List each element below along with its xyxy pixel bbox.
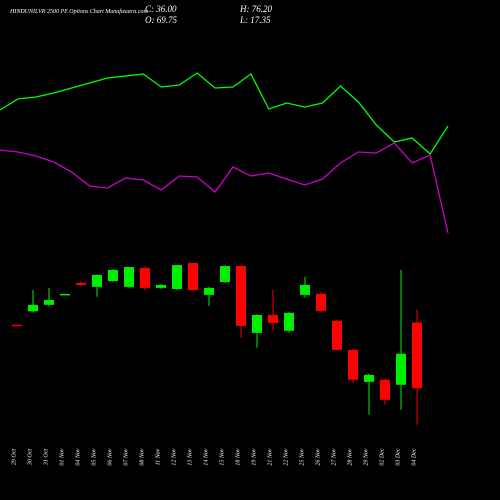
x-tick-label: 13 Nov (187, 448, 193, 466)
x-tick-label: 22 Nov (283, 448, 289, 466)
candle-body (188, 263, 198, 291)
x-tick-label: 14 Nov (202, 448, 209, 466)
stat-open: O: 69.75 (145, 15, 177, 25)
candle-body (124, 267, 134, 287)
x-tick-label: 31 Oct (43, 449, 49, 466)
x-tick-label: 05 Nov (91, 448, 97, 466)
x-tick-label: 29 Nov (363, 448, 369, 466)
candle-body (140, 267, 150, 288)
x-tick-label: 30 Oct (27, 449, 33, 466)
candle-body (60, 293, 70, 296)
candle-body (252, 314, 262, 333)
x-tick-label: 02 Dec (379, 448, 385, 465)
x-tick-label: 25 Nov (299, 448, 305, 466)
x-tick-label: 08 Nov (139, 448, 145, 466)
candle-body (396, 353, 406, 385)
candle-body (172, 265, 182, 290)
candle-body (236, 266, 246, 326)
candle-body (348, 349, 358, 380)
x-tick-label: 21 Nov (267, 448, 273, 466)
x-tick-label: 27 Nov (331, 448, 337, 466)
candle-body (92, 275, 102, 287)
candle-body (204, 287, 214, 295)
x-tick-label: 12 Nov (171, 448, 177, 466)
x-tick-label: 28 Nov (347, 448, 353, 466)
candle-body (284, 312, 294, 331)
x-tick-label: 19 Nov (251, 448, 257, 466)
indicator-line (0, 72, 449, 155)
candle-body (156, 284, 166, 288)
x-tick-label: 15 Nov (219, 448, 225, 466)
candle-body (12, 324, 22, 327)
x-tick-label: 11 Nov (155, 448, 161, 465)
candle-body (76, 283, 86, 285)
x-tick-label: 07 Nov (123, 448, 129, 466)
stat-low: L: 17.35 (239, 15, 271, 25)
x-tick-label: 04 Dec (410, 448, 417, 465)
x-tick-label: 26 Nov (315, 448, 321, 466)
stat-close: C: 36.00 (145, 4, 177, 14)
candle-body (44, 299, 54, 305)
indicator-line (0, 142, 449, 234)
x-tick-label: 03 Dec (395, 448, 401, 465)
candle-body (380, 379, 390, 400)
candle-body (220, 266, 230, 283)
x-tick-label: 29 Oct (11, 449, 17, 465)
candle-body (412, 322, 422, 389)
candle-body (332, 320, 342, 350)
candle-body (28, 304, 38, 312)
candle-body (300, 284, 310, 295)
stat-high: H: 76.20 (239, 4, 272, 14)
chart-title: HINDUNILVR 2500 PE Options Chart Munafas… (9, 8, 148, 15)
candle-body (316, 293, 326, 311)
x-tick-label: 04 Nov (74, 448, 81, 466)
x-tick-label: 01 Nov (59, 448, 65, 466)
x-tick-label: 06 Nov (107, 448, 113, 466)
x-tick-label: 18 Nov (235, 448, 241, 466)
candle-body (268, 314, 278, 323)
candle-body (364, 374, 374, 382)
candle-body (108, 269, 118, 282)
